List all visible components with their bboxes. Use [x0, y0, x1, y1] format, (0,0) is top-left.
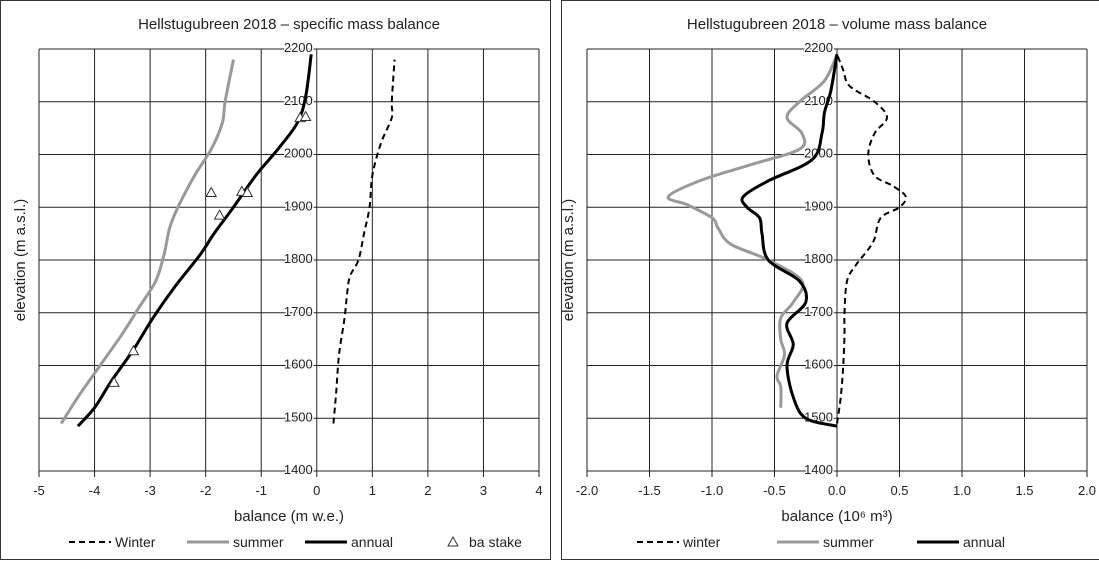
y-tick-label: 1600 [284, 357, 313, 372]
x-tick-label: 2 [424, 483, 431, 498]
x-tick-label: -0.5 [763, 483, 785, 498]
ba-stake-marker [127, 344, 140, 356]
y-tick-label: 2200 [804, 40, 833, 55]
y-tick-label: 1800 [284, 251, 313, 266]
legend-label: Winter [115, 534, 156, 550]
ba-stake-marker [213, 209, 226, 220]
legend-label: ba stake [469, 534, 522, 550]
x-tick-label: 0.0 [828, 483, 846, 498]
y-tick-label: 1900 [284, 198, 313, 213]
y-axis-label: elevation (m a.s.l.) [560, 199, 577, 322]
y-tick-label: 1600 [804, 357, 833, 372]
legend-label: winter [682, 534, 721, 550]
y-tick-label: 1700 [804, 304, 833, 319]
legend-label: summer [823, 534, 874, 550]
series-line-summer [59, 59, 235, 425]
x-tick-label: 3 [480, 483, 487, 498]
x-tick-label: 0 [313, 483, 320, 498]
series-line-annual [740, 54, 839, 428]
legend-marker-ba-stake [447, 535, 459, 547]
legend-label: annual [351, 534, 393, 550]
ba-stake-marker [299, 110, 312, 122]
series-line-winter [836, 53, 907, 424]
chart-title: Hellstugubreen 2018 – volume mass balanc… [687, 16, 987, 33]
chart-title: Hellstugubreen 2018 – specific mass bala… [138, 16, 440, 33]
y-tick-label: 1400 [804, 462, 833, 477]
ba-stake-marker [205, 186, 218, 197]
y-tick-label: 1700 [284, 304, 313, 319]
x-tick-label: -1.5 [638, 483, 660, 498]
x-tick-label: -3 [144, 483, 156, 498]
x-tick-label: 1.5 [1015, 483, 1033, 498]
y-tick-label: 1800 [804, 251, 833, 266]
chart-specific-mass-balance: Hellstugubreen 2018 – specific mass bala… [12, 16, 543, 550]
x-axis-label: balance (10⁶ m³) [781, 508, 892, 525]
x-tick-label: -2.0 [576, 483, 598, 498]
chart-panel-specific: Hellstugubreen 2018 – specific mass bala… [0, 0, 551, 560]
x-tick-label: -1 [255, 483, 267, 498]
ba-stake-marker [108, 376, 120, 387]
y-tick-label: 2100 [284, 93, 313, 108]
chart-volume-mass-balance: Hellstugubreen 2018 – volume mass balanc… [560, 16, 1096, 550]
legend-label: summer [233, 534, 284, 550]
ba-stake-marker [241, 186, 254, 197]
series-line-winter [332, 59, 396, 424]
y-tick-label: 1900 [804, 198, 833, 213]
y-tick-label: 1500 [284, 409, 313, 424]
x-tick-label: 4 [535, 483, 542, 498]
y-tick-label: 1400 [284, 462, 313, 477]
series-line-annual [76, 54, 313, 428]
x-tick-label: 1.0 [953, 483, 971, 498]
x-tick-label: -2 [200, 483, 212, 498]
legend-label: annual [963, 534, 1005, 550]
x-tick-label: -4 [89, 483, 101, 498]
y-axis-label: elevation (m a.s.l.) [12, 199, 29, 322]
x-tick-label: -5 [33, 483, 45, 498]
y-tick-label: 2200 [284, 40, 313, 55]
chart-panel-volume: Hellstugubreen 2018 – volume mass balanc… [560, 0, 1099, 560]
x-tick-label: 0.5 [890, 483, 908, 498]
series-line-summer [666, 53, 839, 408]
x-tick-label: 1 [369, 483, 376, 498]
x-axis-label: balance (m w.e.) [234, 508, 344, 525]
y-tick-label: 2000 [284, 146, 313, 161]
x-tick-label: 2.0 [1078, 483, 1096, 498]
x-tick-label: -1.0 [701, 483, 723, 498]
